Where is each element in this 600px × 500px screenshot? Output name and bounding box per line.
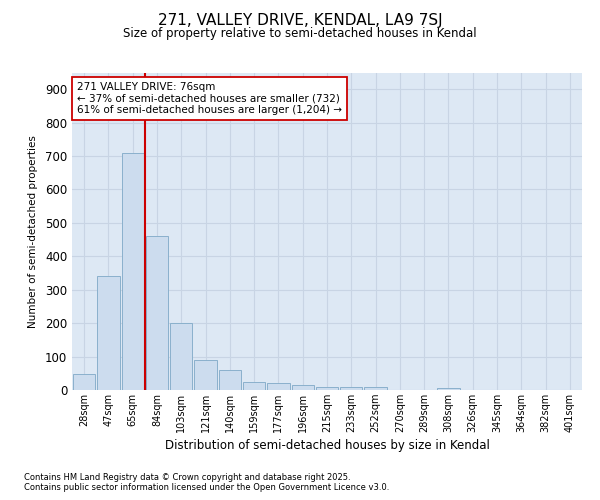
Bar — [437, 388, 460, 390]
Text: 271 VALLEY DRIVE: 76sqm
← 37% of semi-detached houses are smaller (732)
61% of s: 271 VALLEY DRIVE: 76sqm ← 37% of semi-de… — [77, 82, 342, 115]
Text: Contains HM Land Registry data © Crown copyright and database right 2025.: Contains HM Land Registry data © Crown c… — [24, 474, 350, 482]
Bar — [194, 360, 217, 390]
Text: Contains public sector information licensed under the Open Government Licence v3: Contains public sector information licen… — [24, 484, 389, 492]
Bar — [218, 370, 241, 390]
Bar — [146, 236, 168, 390]
Bar — [73, 374, 95, 390]
Text: Size of property relative to semi-detached houses in Kendal: Size of property relative to semi-detach… — [123, 28, 477, 40]
Bar — [340, 386, 362, 390]
Bar — [170, 323, 193, 390]
Bar — [243, 382, 265, 390]
Bar — [122, 152, 144, 390]
Bar — [97, 276, 119, 390]
Bar — [267, 384, 290, 390]
Bar — [316, 386, 338, 390]
Text: 271, VALLEY DRIVE, KENDAL, LA9 7SJ: 271, VALLEY DRIVE, KENDAL, LA9 7SJ — [158, 12, 442, 28]
Y-axis label: Number of semi-detached properties: Number of semi-detached properties — [28, 135, 38, 328]
Bar — [292, 385, 314, 390]
X-axis label: Distribution of semi-detached houses by size in Kendal: Distribution of semi-detached houses by … — [164, 439, 490, 452]
Bar — [364, 388, 387, 390]
